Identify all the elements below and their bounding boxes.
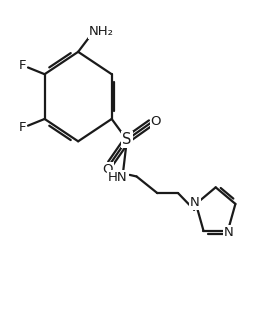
Text: HN: HN: [108, 171, 128, 184]
Text: F: F: [19, 121, 26, 134]
Text: O: O: [102, 163, 113, 176]
Text: N: N: [224, 226, 233, 239]
Text: S: S: [122, 132, 131, 147]
Text: NH₂: NH₂: [89, 25, 114, 38]
Text: O: O: [151, 115, 161, 128]
Text: F: F: [19, 59, 26, 72]
Text: N: N: [190, 196, 199, 209]
